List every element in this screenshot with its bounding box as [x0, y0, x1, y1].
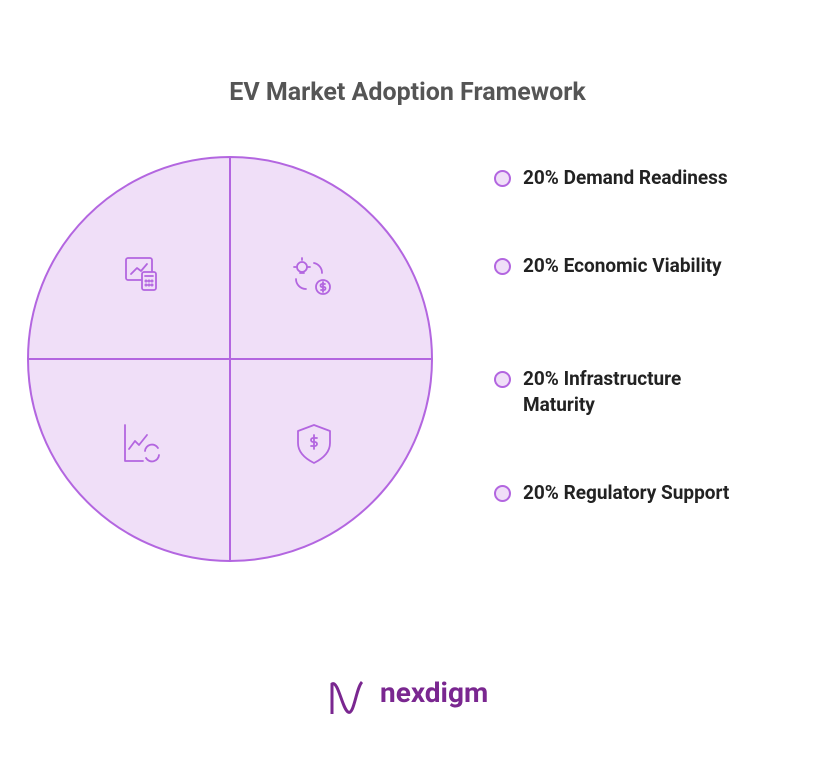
legend-name: Infrastructure Maturity — [523, 367, 682, 416]
legend-label: 20% Regulatory Support — [523, 480, 753, 506]
legend-name: Economic Viability — [563, 254, 722, 277]
legend-marker — [494, 170, 511, 187]
legend-name: Demand Readiness — [563, 166, 728, 189]
legend-item: 20% Regulatory Support — [494, 481, 794, 506]
legend-label: 20% Infrastructure Maturity — [523, 366, 753, 418]
legend-marker — [494, 258, 511, 275]
icon-idea-money — [293, 257, 331, 295]
legend-marker — [494, 371, 511, 388]
value-label: 20% — [523, 254, 559, 277]
icons — [124, 257, 331, 464]
value-label: 20% — [523, 367, 559, 390]
legend-label: 20% Economic Viability — [523, 253, 753, 279]
icon-chart-refresh — [124, 424, 160, 463]
logo: nexdigm — [380, 676, 489, 709]
chart-title: EV Market Adoption Framework — [229, 78, 586, 107]
value-label: 20% — [523, 166, 559, 189]
value-label: 20% — [523, 481, 559, 504]
legend-label: 20% Demand Readiness — [523, 165, 753, 191]
legend-item: 20% Infrastructure Maturity — [494, 367, 794, 418]
legend-marker — [494, 485, 511, 502]
icon-shield-dollar — [297, 424, 331, 464]
logo-mark — [330, 680, 364, 714]
icon-chart-calculator — [125, 257, 157, 291]
legend-name: Regulatory Support — [563, 481, 730, 504]
pie-slice — [229, 358, 434, 563]
legend-item: 20% Demand Readiness — [494, 166, 794, 191]
pie-slice — [229, 155, 434, 360]
pie-slice — [26, 358, 231, 563]
legend-item: 20% Economic Viability — [494, 254, 794, 279]
